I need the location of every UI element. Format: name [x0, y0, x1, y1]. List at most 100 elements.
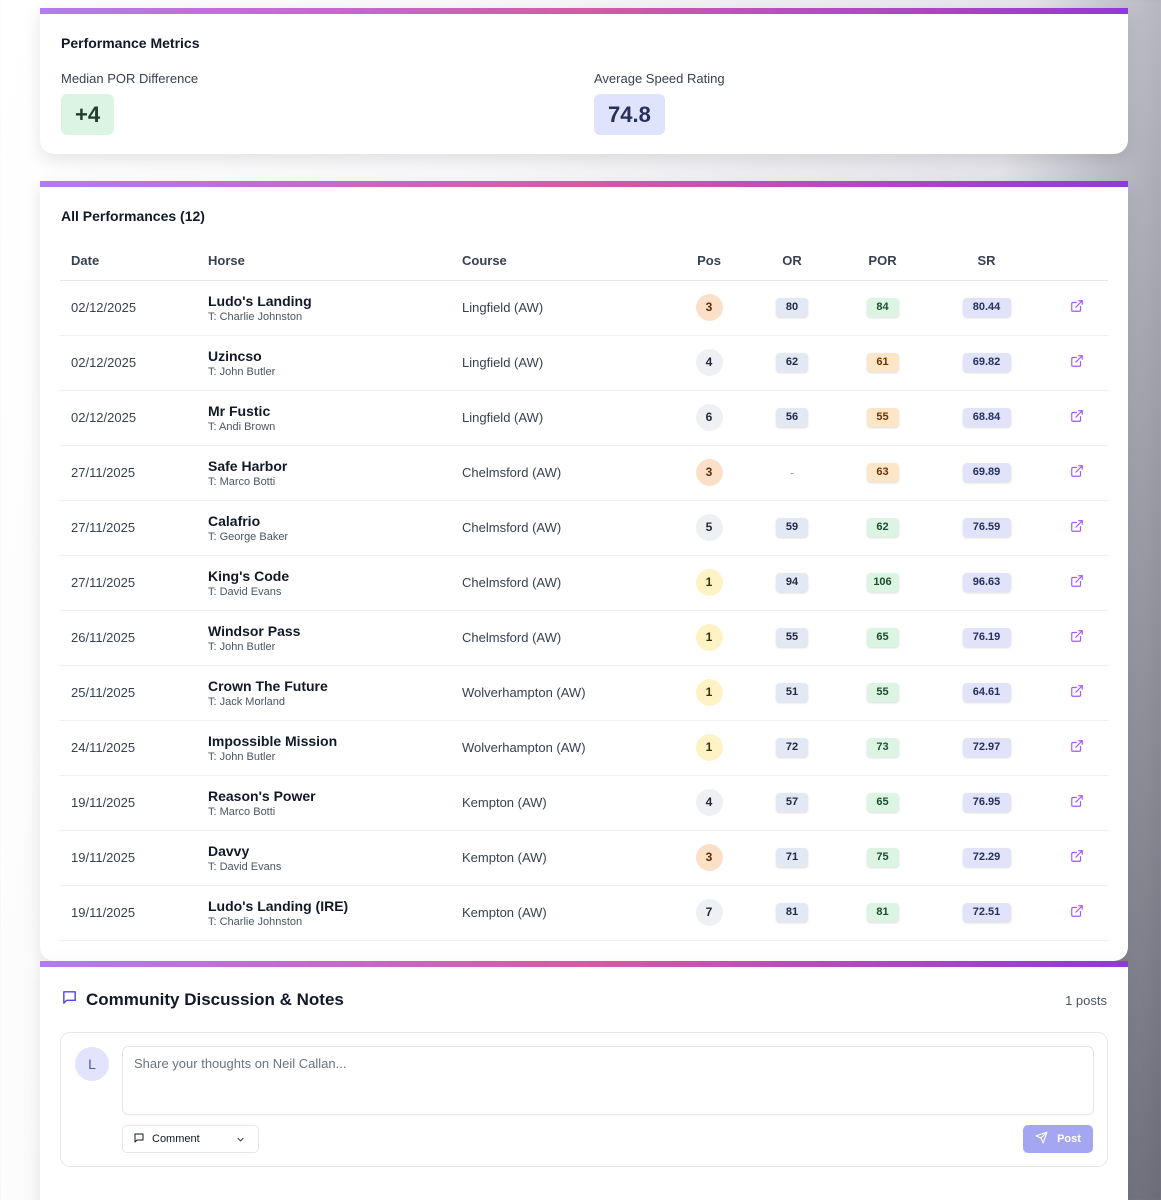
- trainer-name: T: Charlie Johnston: [208, 310, 303, 323]
- external-link-icon[interactable]: [1070, 299, 1084, 313]
- course-cell: Chelmsford (AW): [451, 500, 671, 556]
- column-header-course[interactable]: Course: [451, 241, 671, 281]
- date-cell: 19/11/2025: [60, 885, 197, 941]
- external-link-icon[interactable]: [1070, 354, 1084, 368]
- or-badge: 57: [776, 793, 808, 812]
- horse-cell: Mr Fustic T: Andi Brown: [197, 390, 451, 446]
- column-header-date[interactable]: Date: [60, 241, 197, 281]
- chevron-down-icon: [235, 1134, 246, 1148]
- table-row[interactable]: 24/11/2025 Impossible Mission T: John Butl…: [60, 720, 1108, 776]
- external-link-icon[interactable]: [1070, 684, 1084, 698]
- position-badge: 1: [695, 569, 723, 596]
- horse-cell: Safe Harbor T: Marco Botti: [197, 445, 451, 501]
- median-por-value: +4: [61, 94, 115, 135]
- link-cell: [1045, 280, 1108, 336]
- horse-name[interactable]: Davvy: [208, 842, 250, 859]
- column-header-actions: [1045, 241, 1108, 281]
- sr-badge: 96.63: [962, 573, 1011, 592]
- sr-badge: 72.29: [962, 848, 1011, 867]
- median-por-label: Median POR Difference: [61, 71, 199, 86]
- link-cell: [1045, 885, 1108, 941]
- table-row[interactable]: 02/12/2025 Ludo's Landing T: Charlie Johns…: [60, 280, 1108, 336]
- table-row[interactable]: 19/11/2025 Reason's Power T: Marco Botti Ke…: [60, 775, 1108, 831]
- avg-speed-value: 74.8: [594, 94, 665, 135]
- horse-name[interactable]: Ludo's Landing (IRE): [208, 897, 349, 914]
- post-button[interactable]: Post: [1023, 1125, 1093, 1153]
- community-title: Community Discussion & Notes: [86, 990, 344, 1009]
- table-row[interactable]: 02/12/2025 Mr Fustic T: Andi Brown Lingfiel…: [60, 390, 1108, 446]
- or-cell: 62: [747, 335, 837, 391]
- table-header-row: Date Horse Course Pos OR POR SR: [60, 241, 1108, 281]
- position-badge: 5: [695, 514, 723, 541]
- performances-title: All Performances (12): [61, 208, 205, 224]
- horse-name[interactable]: King's Code: [208, 567, 290, 584]
- trainer-name: T: Andi Brown: [208, 420, 276, 433]
- table-row[interactable]: 19/11/2025 Ludo's Landing (IRE) T: Charlie…: [60, 885, 1108, 941]
- external-link-icon[interactable]: [1070, 849, 1084, 863]
- sr-cell: 72.29: [928, 830, 1045, 886]
- external-link-icon[interactable]: [1070, 794, 1084, 808]
- por-cell: 65: [837, 610, 928, 666]
- table-row[interactable]: 27/11/2025 King's Code T: David Evans Chelm…: [60, 555, 1108, 611]
- course-cell: Kempton (AW): [451, 775, 671, 831]
- horse-name[interactable]: Reason's Power: [208, 787, 316, 804]
- table-row[interactable]: 27/11/2025 Calafrio T: George Baker Chelmsf…: [60, 500, 1108, 556]
- post-button-label: Post: [1057, 1133, 1081, 1145]
- link-cell: [1045, 610, 1108, 666]
- por-cell: 55: [837, 665, 928, 721]
- or-cell: 94: [747, 555, 837, 611]
- horse-name[interactable]: Impossible Mission: [208, 732, 338, 749]
- post-type-label: Comment: [152, 1133, 200, 1145]
- horse-name[interactable]: Ludo's Landing: [208, 292, 312, 309]
- sr-cell: 76.95: [928, 775, 1045, 831]
- horse-name[interactable]: Safe Harbor: [208, 457, 288, 474]
- pos-cell: 7: [671, 885, 747, 941]
- external-link-icon[interactable]: [1070, 904, 1084, 918]
- comment-textarea[interactable]: Share your thoughts on Neil Callan...: [122, 1046, 1094, 1115]
- column-header-por[interactable]: POR: [837, 241, 928, 281]
- sr-cell: 80.44: [928, 280, 1045, 336]
- performance-metrics-card: Performance Metrics Median POR Differenc…: [40, 8, 1128, 154]
- or-badge: 51: [776, 683, 808, 702]
- sr-badge: 72.51: [962, 903, 1011, 922]
- por-cell: 55: [837, 390, 928, 446]
- or-cell: 57: [747, 775, 837, 831]
- column-header-pos[interactable]: Pos: [671, 241, 747, 281]
- or-cell: -: [747, 445, 837, 501]
- sr-cell: 72.97: [928, 720, 1045, 776]
- trainer-name: T: John Butler: [208, 750, 276, 763]
- por-cell: 65: [837, 775, 928, 831]
- position-badge: 4: [695, 789, 723, 816]
- or-empty: -: [789, 465, 795, 480]
- horse-name[interactable]: Uzincso: [208, 347, 262, 364]
- external-link-icon[interactable]: [1070, 464, 1084, 478]
- trainer-name: T: John Butler: [208, 640, 276, 653]
- post-type-select[interactable]: Comment: [122, 1125, 259, 1153]
- horse-name[interactable]: Crown The Future: [208, 677, 328, 694]
- table-row[interactable]: 02/12/2025 Uzincso T: John Butler Lingfield…: [60, 335, 1108, 391]
- position-badge: 1: [695, 734, 723, 761]
- column-header-horse[interactable]: Horse: [197, 241, 451, 281]
- horse-name[interactable]: Mr Fustic: [208, 402, 271, 419]
- horse-cell: King's Code T: David Evans: [197, 555, 451, 611]
- horse-name[interactable]: Calafrio: [208, 512, 261, 529]
- card-accent-bar: [40, 961, 1128, 967]
- trainer-name: T: George Baker: [208, 530, 289, 543]
- table-row[interactable]: 26/11/2025 Windsor Pass T: John Butler Chel…: [60, 610, 1108, 666]
- external-link-icon[interactable]: [1070, 629, 1084, 643]
- table-row[interactable]: 27/11/2025 Safe Harbor T: Marco Botti Chelm…: [60, 445, 1108, 501]
- horse-name[interactable]: Windsor Pass: [208, 622, 301, 639]
- or-badge: 80: [776, 298, 808, 317]
- external-link-icon[interactable]: [1070, 519, 1084, 533]
- course-cell: Chelmsford (AW): [451, 555, 671, 611]
- pos-cell: 5: [671, 500, 747, 556]
- link-cell: [1045, 390, 1108, 446]
- trainer-name: T: Marco Botti: [208, 475, 276, 488]
- table-row[interactable]: 19/11/2025 Davvy T: David Evans Kempton (AW…: [60, 830, 1108, 886]
- external-link-icon[interactable]: [1070, 409, 1084, 423]
- table-row[interactable]: 25/11/2025 Crown The Future T: Jack Morlan…: [60, 665, 1108, 721]
- external-link-icon[interactable]: [1070, 574, 1084, 588]
- column-header-or[interactable]: OR: [747, 241, 837, 281]
- column-header-sr[interactable]: SR: [928, 241, 1045, 281]
- external-link-icon[interactable]: [1070, 739, 1084, 753]
